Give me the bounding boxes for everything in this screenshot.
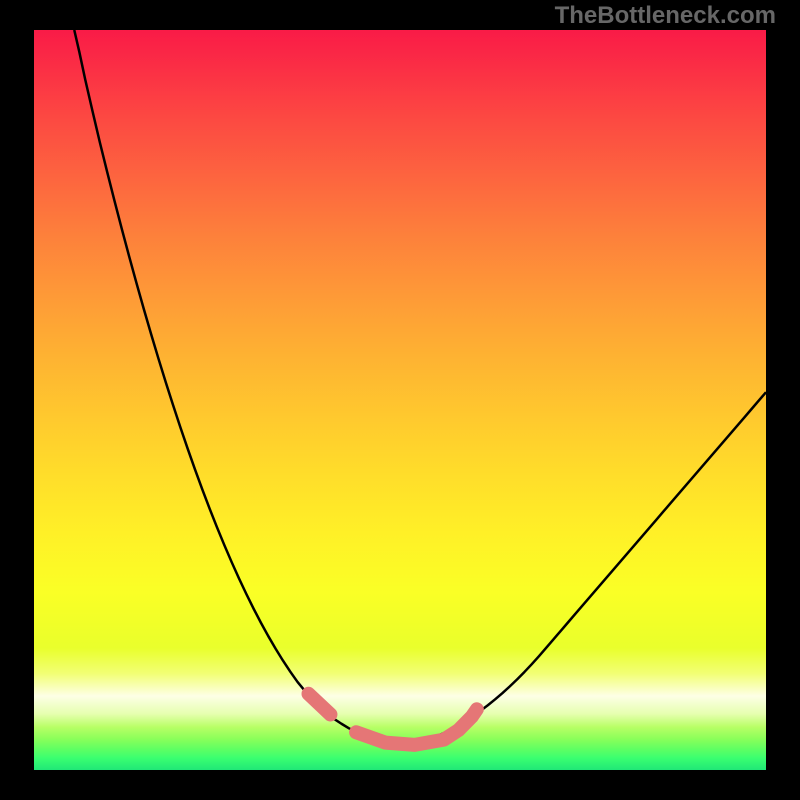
plot-svg [34,30,766,770]
chart-canvas: TheBottleneck.com [0,0,800,800]
gradient-background [34,30,766,770]
plot-area [34,30,766,770]
watermark-text: TheBottleneck.com [555,2,776,30]
